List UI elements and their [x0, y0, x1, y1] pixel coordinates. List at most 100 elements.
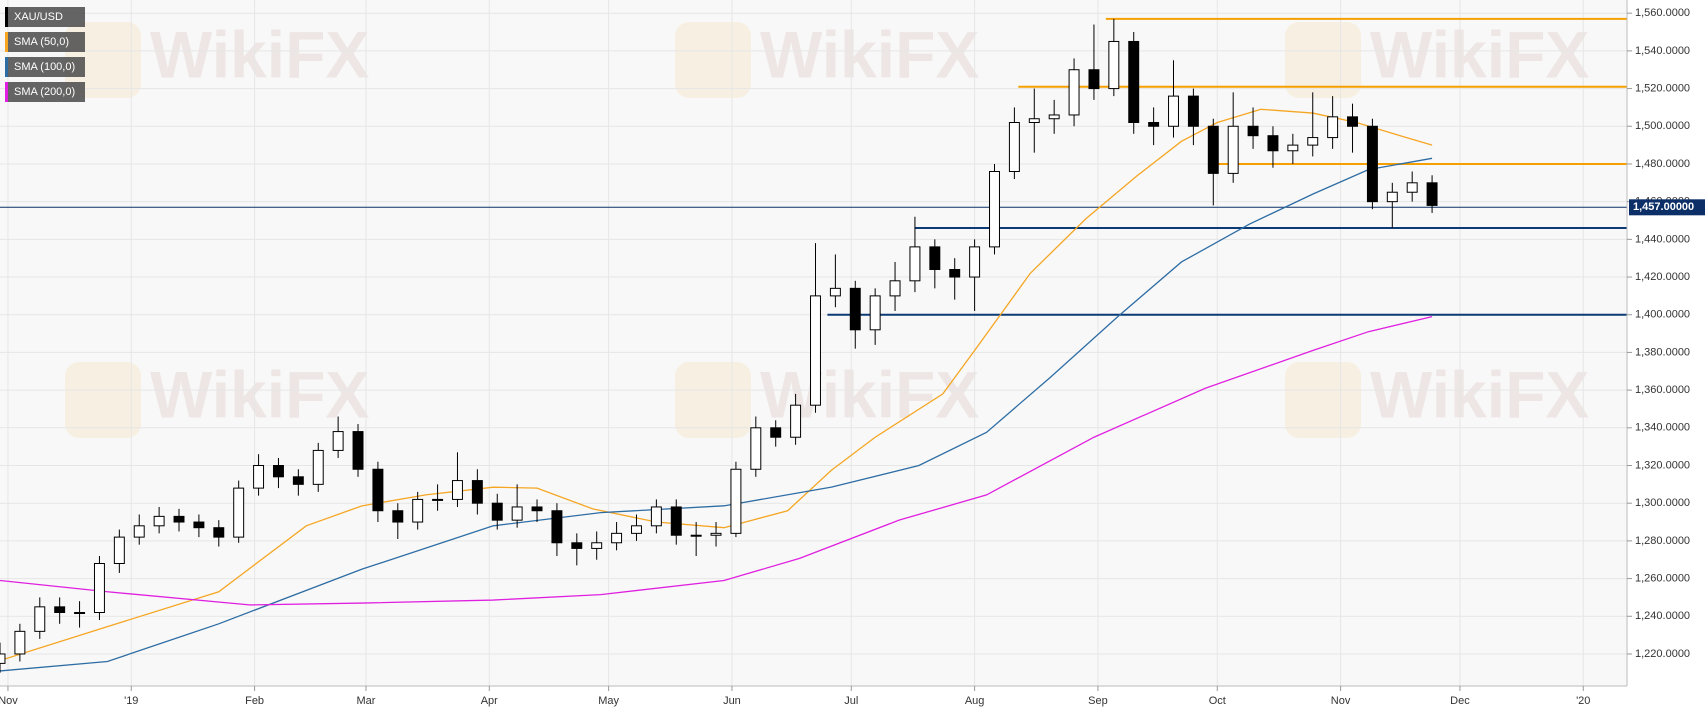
last-price-box [1629, 199, 1705, 216]
x-tick-label: Oct [1209, 695, 1226, 707]
y-tick-label: 1,500.0000 [1635, 120, 1690, 132]
candle-body [631, 525, 642, 534]
candle-body [949, 269, 961, 278]
legend: XAU/USD SMA (50,0) SMA (100,0) SMA (200,0) [5, 7, 85, 102]
candle-body [34, 606, 46, 632]
watermark-logo [675, 362, 751, 438]
y-tick-label: 1,260.0000 [1635, 572, 1690, 584]
candle-body [730, 468, 742, 534]
candle-body [829, 287, 841, 297]
x-tick-label: '20 [1576, 695, 1590, 707]
candle-body [432, 498, 444, 501]
candle-body [1287, 144, 1299, 152]
y-tick-label: 1,300.0000 [1635, 497, 1690, 509]
x-tick-label: Jul [844, 695, 858, 707]
candle-body [193, 521, 205, 529]
legend-box [5, 32, 85, 52]
candle-body [650, 506, 662, 527]
candle-body [133, 525, 145, 538]
legend-label: SMA (50,0) [14, 36, 69, 48]
candle-body [74, 612, 86, 614]
x-tick-label: May [598, 695, 619, 707]
y-tick-label: 1,480.0000 [1635, 158, 1690, 170]
candle-body [591, 542, 603, 549]
candle-body [849, 287, 861, 331]
x-tick-label: Sep [1088, 695, 1108, 707]
candle-body [1386, 191, 1398, 203]
legend-label: XAU/USD [14, 11, 63, 23]
candle-body [213, 527, 225, 538]
candle-body [1327, 116, 1339, 139]
candle-body [1028, 118, 1040, 123]
candle-body [1426, 182, 1438, 206]
sma-line [0, 315, 1433, 606]
candle-body [1068, 69, 1080, 116]
x-tick-label: Nov [1331, 695, 1351, 707]
x-tick-label: Aug [965, 695, 985, 707]
candle-body [1168, 95, 1179, 127]
candle-body [173, 515, 185, 523]
candle-body [412, 498, 424, 523]
marks [0, 17, 1627, 673]
x-tick-label: Feb [245, 695, 264, 707]
y-tick-label: 1,240.0000 [1635, 610, 1690, 622]
candle-body [93, 563, 105, 613]
candle-body [909, 246, 921, 282]
y-tick-label: 1,400.0000 [1635, 309, 1690, 321]
candle-body [770, 427, 782, 438]
y-tick-label: 1,360.0000 [1635, 384, 1690, 396]
candle-body [1347, 116, 1358, 127]
watermark-logo [1285, 22, 1361, 98]
candle-body [372, 468, 384, 512]
axes: 1,220.0000 1,240.0000 1,260.0000 1,280.0000… [0, 7, 1705, 707]
watermark: WikiFX [1370, 357, 1589, 431]
candle-body [1247, 125, 1259, 137]
candle-body [332, 431, 344, 451]
candle-body [1227, 125, 1239, 174]
candle-body [690, 534, 702, 537]
legend-box [5, 57, 85, 77]
y-tick-label: 1,540.0000 [1635, 45, 1690, 57]
candle-body [1148, 122, 1160, 127]
y-tick-label: 1,220.0000 [1635, 648, 1690, 660]
candle-body [113, 536, 125, 564]
candle-body [312, 449, 324, 485]
candle-body [14, 630, 26, 655]
candle-body [810, 295, 821, 406]
legend-swatch [5, 7, 8, 27]
watermark: WikiFX [150, 357, 369, 431]
watermark: WikiFX [760, 17, 979, 91]
candle-body [1267, 135, 1279, 152]
y-tick-label: 1,280.0000 [1635, 535, 1690, 547]
x-tick-label: Nov [0, 695, 18, 707]
watermark-logo [1285, 362, 1361, 438]
candle-body [989, 171, 1000, 248]
candle-body [790, 404, 802, 438]
candle-body [54, 606, 66, 613]
y-tick-label: 1,380.0000 [1635, 346, 1690, 358]
candle-body [233, 487, 245, 538]
candle-body [929, 246, 941, 270]
candle-body [551, 510, 563, 544]
y-tick-label: 1,440.0000 [1635, 233, 1690, 245]
candle-body [1008, 122, 1020, 172]
legend-box [5, 7, 85, 27]
y-tick-label: 1,340.0000 [1635, 422, 1690, 434]
legend-label: SMA (200,0) [14, 86, 75, 98]
candle-body [292, 476, 304, 485]
candle-body [969, 246, 981, 278]
candle-body [272, 465, 284, 478]
candle-body [392, 510, 404, 523]
candle-body [1108, 40, 1120, 90]
candle-body [253, 465, 265, 489]
candle-body [1366, 125, 1378, 203]
candle-body [571, 542, 583, 549]
x-tick-label: Dec [1450, 695, 1470, 707]
candle-body [1307, 137, 1319, 146]
legend-swatch [5, 32, 8, 52]
y-tick-label: 1,520.0000 [1635, 82, 1690, 94]
last-price-label: 1,457.00000 [1633, 201, 1694, 213]
candle-body [710, 532, 722, 536]
